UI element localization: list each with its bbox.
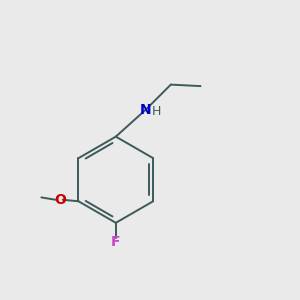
Text: O: O — [54, 193, 66, 207]
Text: H: H — [152, 105, 161, 118]
Text: F: F — [111, 235, 121, 249]
Text: N: N — [140, 103, 152, 117]
